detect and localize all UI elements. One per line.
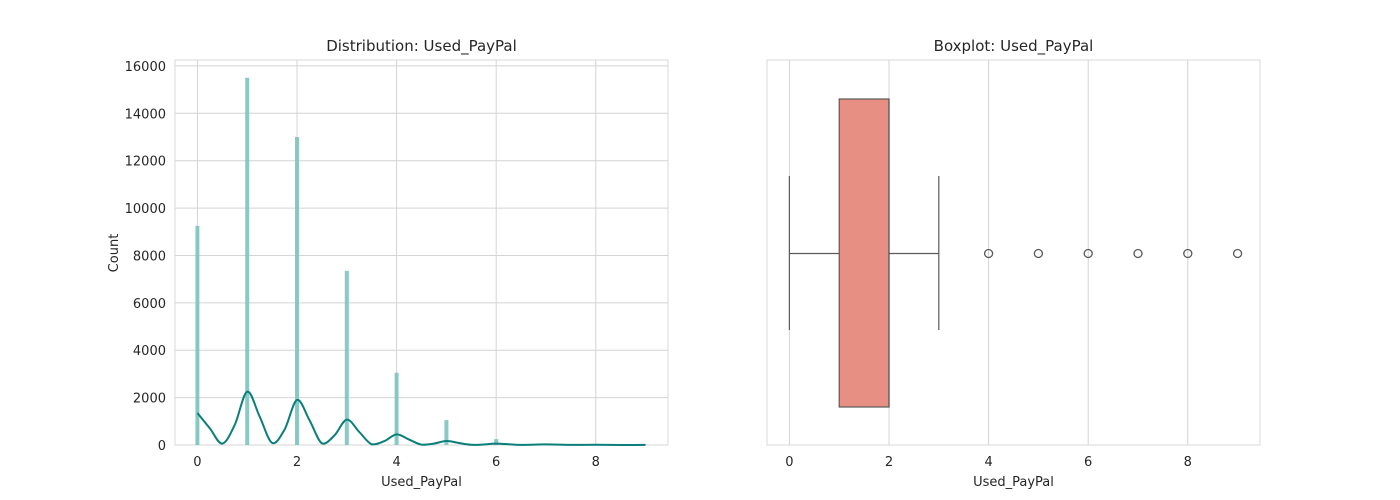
y-tick-label: 4000 bbox=[133, 344, 166, 359]
y-tick-label: 0 bbox=[158, 439, 166, 454]
histogram-bar bbox=[195, 225, 200, 445]
histogram-bar bbox=[245, 77, 250, 446]
x-tick-label: 8 bbox=[1184, 455, 1192, 470]
y-tick-label: 2000 bbox=[133, 392, 166, 407]
histogram-bar bbox=[444, 420, 449, 445]
histogram-x-label: Used_PayPal bbox=[381, 475, 462, 490]
histogram-bar bbox=[494, 439, 499, 445]
y-tick-label: 10000 bbox=[125, 202, 166, 217]
histogram-plot-area bbox=[174, 59, 669, 446]
histogram-bar bbox=[344, 270, 349, 445]
outlier-point bbox=[983, 248, 994, 259]
histogram-bar bbox=[295, 137, 299, 445]
histogram-y-ticks: 0 2000 4000 6000 8000 10000 12000 14000 16000 bbox=[125, 60, 166, 454]
boxplot-title: Boxplot: Used_PayPal bbox=[934, 37, 1094, 56]
outlier-point bbox=[1232, 248, 1243, 259]
x-tick-label: 6 bbox=[1084, 455, 1092, 470]
histogram-y-label: Count bbox=[107, 234, 122, 273]
boxplot-x-ticks: 0 2 4 6 8 bbox=[785, 455, 1192, 470]
boxplot-x-label: Used_PayPal bbox=[973, 475, 1054, 490]
x-tick-label: 4 bbox=[392, 455, 400, 470]
x-tick-label: 2 bbox=[885, 455, 893, 470]
histogram-x-ticks: 0 2 4 6 8 bbox=[193, 455, 600, 470]
x-tick-label: 8 bbox=[592, 455, 600, 470]
y-tick-label: 6000 bbox=[133, 297, 166, 312]
boxplot-chart: 0 2 4 6 8 Boxplot: Used_PayPal Used_PayPal bbox=[766, 37, 1261, 490]
y-tick-label: 12000 bbox=[125, 155, 166, 170]
outlier-point bbox=[1133, 248, 1143, 259]
x-tick-label: 6 bbox=[492, 455, 500, 470]
y-tick-label: 14000 bbox=[125, 107, 166, 122]
x-tick-label: 0 bbox=[193, 455, 201, 470]
histogram-title: Distribution: Used_PayPal bbox=[326, 37, 517, 56]
x-tick-label: 0 bbox=[785, 455, 793, 470]
y-tick-label: 16000 bbox=[125, 60, 166, 75]
histogram-bar bbox=[394, 372, 399, 445]
box-iqr bbox=[838, 98, 890, 408]
y-tick-label: 8000 bbox=[133, 249, 166, 264]
kde-line bbox=[196, 390, 646, 446]
histogram-chart: 0 2 4 6 8 0 2000 4000 6000 8000 10000 12000 14000 16… bbox=[107, 37, 669, 490]
outlier-point bbox=[1033, 248, 1044, 259]
x-tick-label: 2 bbox=[293, 455, 301, 470]
x-tick-label: 4 bbox=[984, 455, 992, 470]
outlier-point bbox=[1183, 248, 1193, 259]
outlier-point bbox=[1083, 248, 1093, 259]
boxplot-elements bbox=[788, 98, 1243, 408]
